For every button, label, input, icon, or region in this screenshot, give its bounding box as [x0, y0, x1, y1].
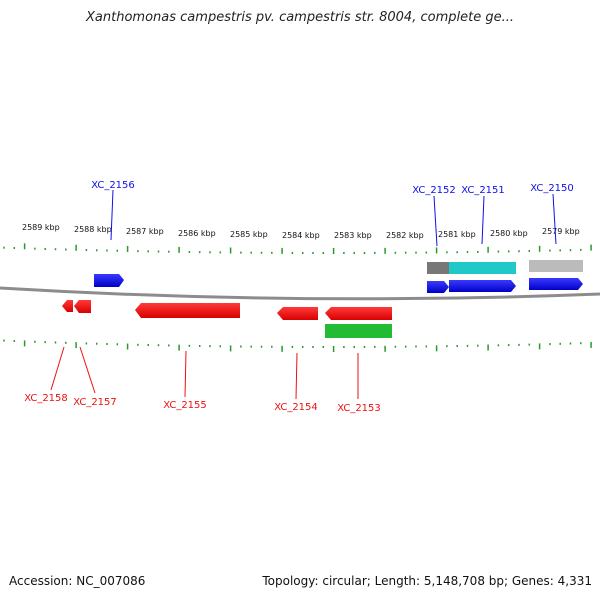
feature-green[interactable]: [325, 324, 392, 338]
gene-xc2151[interactable]: [449, 280, 516, 292]
scale-label: 2581 kbp: [438, 230, 476, 239]
accession-text: Accession: NC_007086: [9, 574, 146, 588]
gene-label-xc2155[interactable]: XC_2155: [163, 400, 207, 411]
leader-line-xc2151: [481, 195, 485, 245]
scale-label: 2587 kbp: [126, 227, 164, 236]
scale-label: 2589 kbp: [22, 223, 60, 232]
scale-label: 2580 kbp: [490, 229, 528, 238]
gene-label-xc2153[interactable]: XC_2153: [337, 403, 381, 414]
gene-xc2155[interactable]: [135, 303, 240, 318]
map-title: Xanthomonas campestris pv. campestris st…: [86, 10, 514, 25]
feature-dark-gray[interactable]: [427, 262, 449, 274]
feature-gray-xc2150[interactable]: [529, 260, 583, 272]
leader-line-xc2156: [110, 189, 114, 241]
scale-label: 2582 kbp: [386, 231, 424, 240]
gene-xc2150[interactable]: [529, 278, 583, 290]
leader-line-xc2152: [433, 195, 438, 247]
gene-xc2158[interactable]: [62, 300, 73, 312]
scale-label: 2588 kbp: [74, 225, 112, 234]
gene-label-xc2157[interactable]: XC_2157: [73, 397, 117, 408]
gene-label-xc2152[interactable]: XC_2152: [412, 185, 456, 196]
scale-label: 2583 kbp: [334, 231, 372, 240]
gene-xc2152[interactable]: [427, 281, 449, 293]
leader-line-xc2150: [552, 193, 557, 245]
outer-scale-ticks: [3, 243, 592, 254]
scale-label: 2579 kbp: [542, 227, 580, 236]
leader-line-xc2155: [184, 350, 187, 398]
gene-label-xc2154[interactable]: XC_2154: [274, 402, 318, 413]
gene-label-xc2158[interactable]: XC_2158: [24, 393, 68, 404]
gene-xc2153[interactable]: [325, 307, 392, 320]
gene-label-xc2156[interactable]: XC_2156: [91, 180, 135, 191]
gene-label-xc2151[interactable]: XC_2151: [461, 185, 505, 196]
leader-line-xc2154: [295, 352, 298, 400]
gene-xc2156[interactable]: [94, 274, 124, 287]
leader-line-xc2157: [79, 346, 96, 394]
leader-line-xc2158: [50, 346, 65, 391]
scale-label: 2584 kbp: [282, 231, 320, 240]
scale-label: 2585 kbp: [230, 230, 268, 239]
gene-label-xc2150[interactable]: XC_2150: [530, 183, 574, 194]
gene-xc2157[interactable]: [74, 300, 91, 313]
feature-rna-xc2151[interactable]: [449, 262, 516, 274]
gene-xc2154[interactable]: [277, 307, 318, 320]
inner-scale-ticks: [3, 339, 592, 352]
scale-label: 2586 kbp: [178, 229, 216, 238]
genome-summary-text: Topology: circular; Length: 5,148,708 bp…: [262, 574, 592, 588]
genome-backbone: [0, 286, 600, 301]
